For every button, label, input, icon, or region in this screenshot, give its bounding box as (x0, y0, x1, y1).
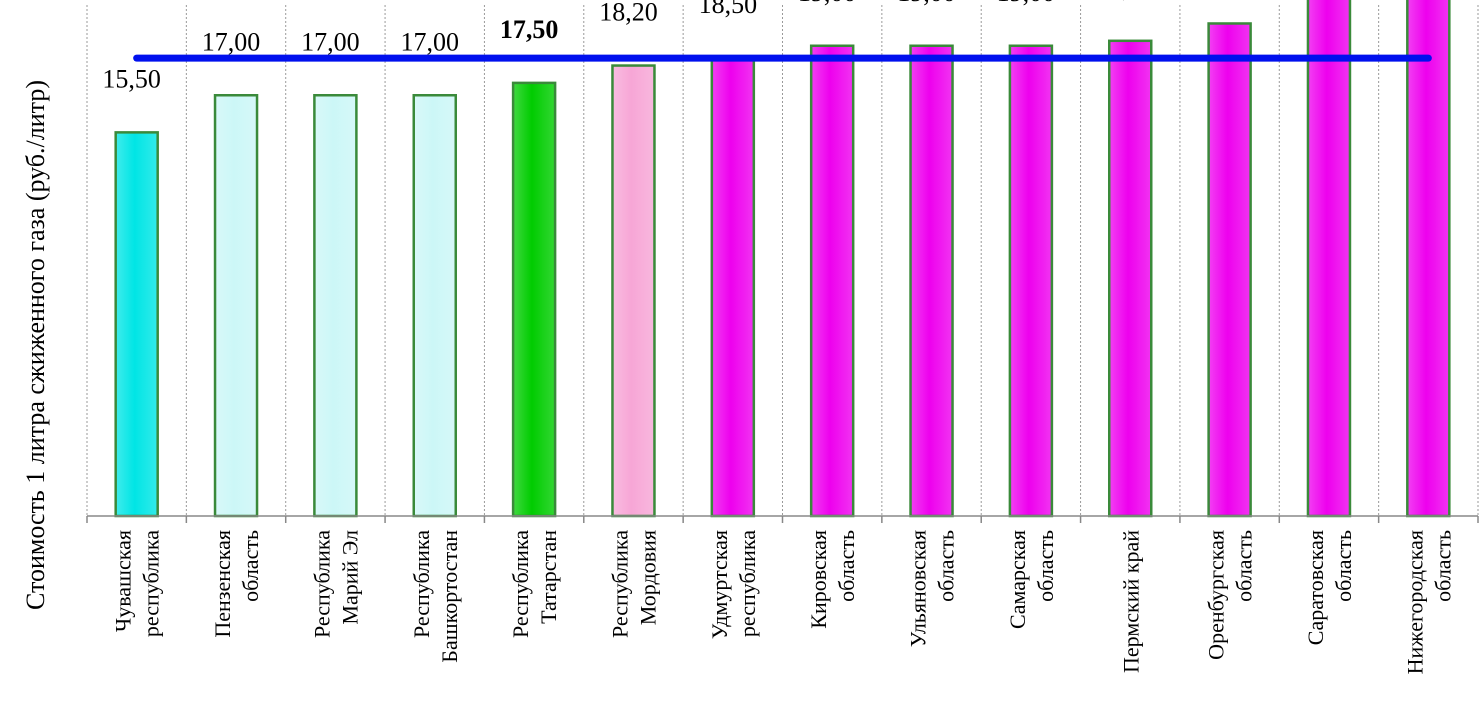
bar (213, 94, 259, 518)
bar (1008, 44, 1054, 518)
category-label: Удмуртская республика (707, 530, 760, 639)
bar (1406, 0, 1451, 518)
category-label: Кировская область (806, 530, 859, 629)
bar (809, 44, 855, 518)
data-label: 17,50 (500, 15, 559, 44)
bar (313, 94, 358, 518)
bar (1108, 39, 1153, 518)
data-label: 17,00 (202, 27, 261, 56)
category-label: Саратовская область (1303, 530, 1356, 645)
category-label: Республика Башкортостан (409, 530, 462, 663)
bar (412, 94, 457, 518)
data-label: 19,00 (897, 0, 956, 7)
data-label: 17,00 (401, 27, 460, 56)
category-label: Республика Мордовия (607, 530, 660, 638)
data-label: 17,00 (301, 27, 360, 56)
data-label: 19,00 (997, 0, 1056, 7)
category-labels: Чувашская республика Пензенская область Респ… (111, 530, 1456, 675)
category-label: Пензенская область (210, 530, 263, 638)
bar (114, 131, 159, 518)
y-axis-title: Стоимость 1 литра сжиженного газа (руб./… (21, 80, 50, 610)
bar (909, 44, 954, 518)
data-label: 19,20 (1096, 0, 1155, 2)
bar (710, 56, 756, 518)
data-label: 19,00 (798, 0, 857, 7)
bar (1207, 22, 1252, 518)
category-label: Пермский край (1118, 530, 1143, 673)
category-label: Оренбургская область (1204, 530, 1257, 660)
value-labels: 15,50 17,00 17,00 17,00 17,50 18,20 18,50 19,00… (102, 0, 1155, 93)
bar (611, 64, 656, 518)
category-label: Нижегородская область (1402, 530, 1455, 674)
category-label: Чувашская республика (111, 530, 164, 637)
data-label: 18,50 (699, 0, 758, 19)
gridlines (86, 5, 1479, 516)
bar (1306, 0, 1352, 518)
category-label: Республика Татарстан (508, 530, 561, 638)
category-label: Республика Марий Эл (309, 530, 362, 638)
category-label: Ульяновская область (906, 530, 959, 647)
bar (511, 81, 557, 518)
x-axis-ticks (86, 516, 1479, 523)
data-label: 18,20 (599, 0, 658, 27)
category-label: Самарская область (1005, 530, 1058, 629)
data-label: 15,50 (102, 64, 161, 93)
